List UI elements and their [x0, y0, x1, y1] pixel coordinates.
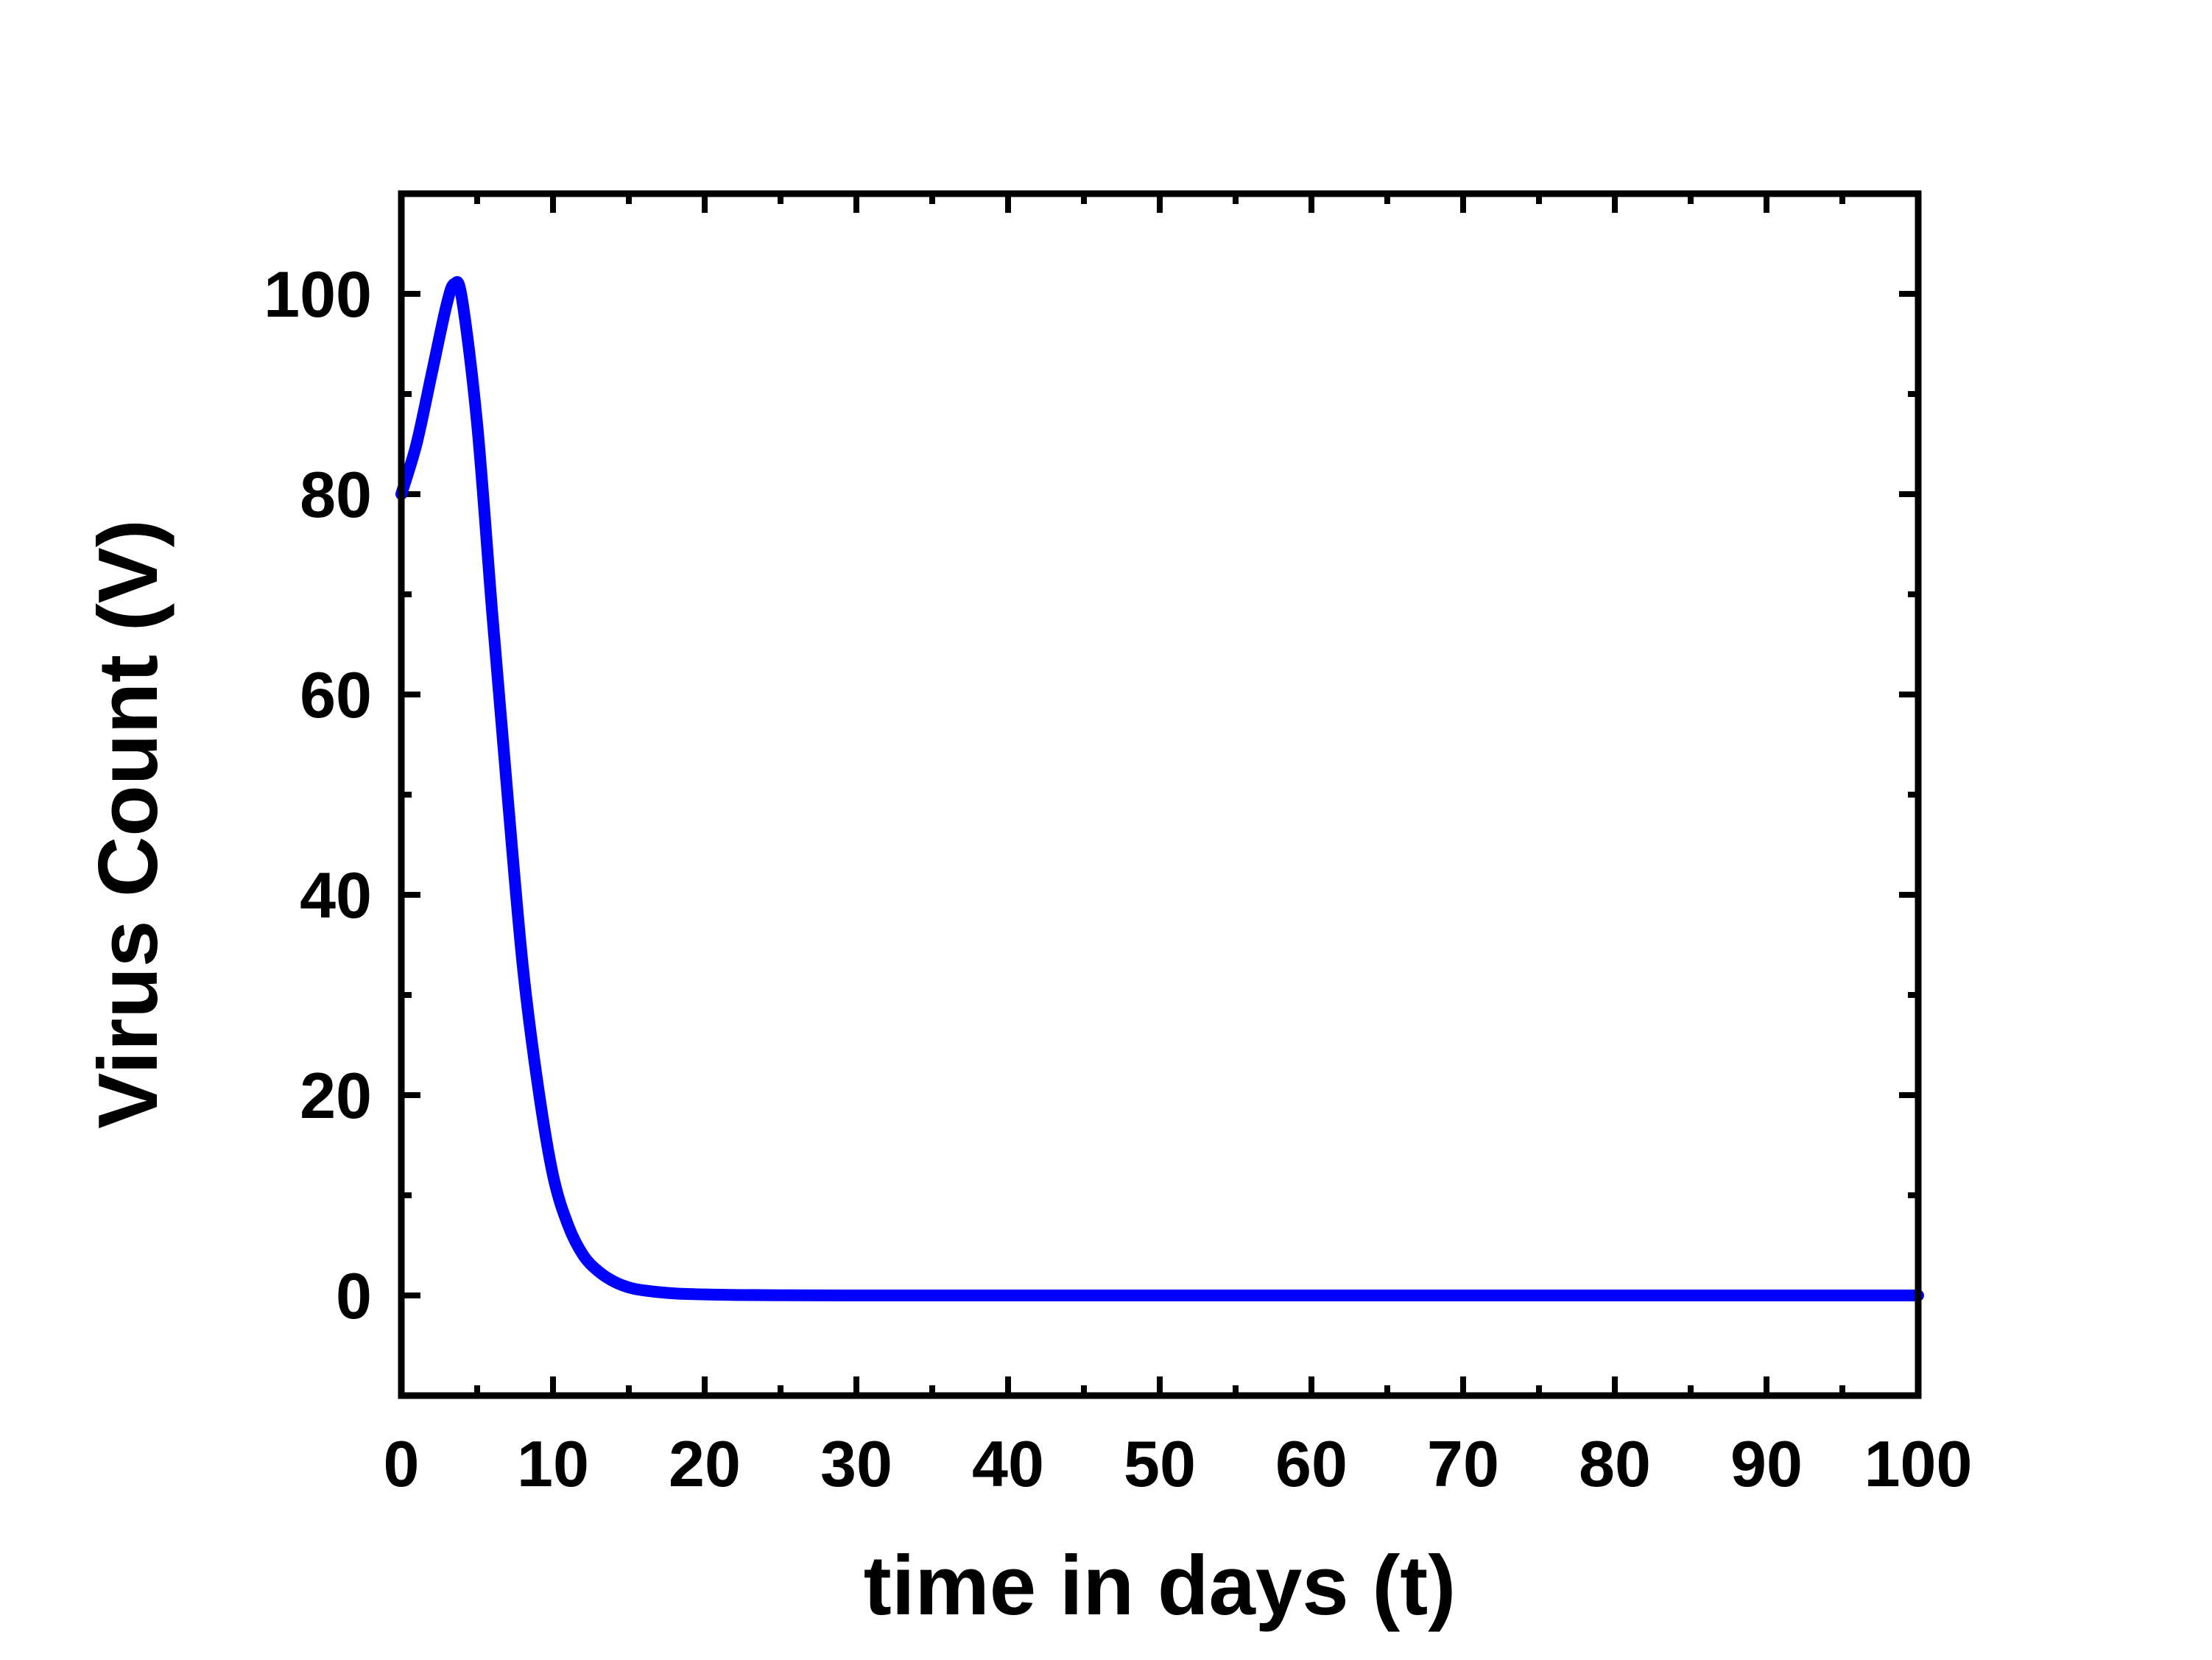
plot-frame: [398, 190, 1922, 1399]
y-tick-label: 60: [300, 658, 372, 731]
x-axis-label: time in days (t): [864, 1539, 1456, 1633]
y-tick-label: 80: [300, 458, 372, 531]
y-tick-label: 100: [264, 258, 372, 331]
series-line: [395, 275, 1924, 1302]
x-tick-label: 100: [1864, 1427, 1973, 1500]
y-tick-label: 20: [300, 1059, 372, 1132]
x-tick-label: 90: [1730, 1427, 1803, 1500]
x-tick-label: 10: [517, 1427, 589, 1500]
x-tick-label: 80: [1579, 1427, 1651, 1500]
x-tick-label: 30: [820, 1427, 892, 1500]
x-tick-labels: 0 10 20 30 40 50 60 70 80 90 100: [384, 1427, 1973, 1500]
minor-ticks: [401, 194, 1918, 1396]
y-tick-labels: 0 20 40 60 80 100: [264, 258, 372, 1332]
x-tick-label: 40: [972, 1427, 1044, 1500]
x-tick-label: 20: [669, 1427, 741, 1500]
y-tick-label: 0: [336, 1259, 372, 1332]
x-tick-label: 60: [1275, 1427, 1348, 1500]
y-axis-label: Virus Count (V): [82, 519, 175, 1129]
x-tick-label: 0: [384, 1427, 420, 1500]
x-tick-label: 70: [1427, 1427, 1499, 1500]
y-tick-label: 40: [300, 859, 372, 932]
x-tick-label: 50: [1124, 1427, 1196, 1500]
major-ticks: [398, 194, 1921, 1396]
series-layer: [395, 275, 1924, 1302]
